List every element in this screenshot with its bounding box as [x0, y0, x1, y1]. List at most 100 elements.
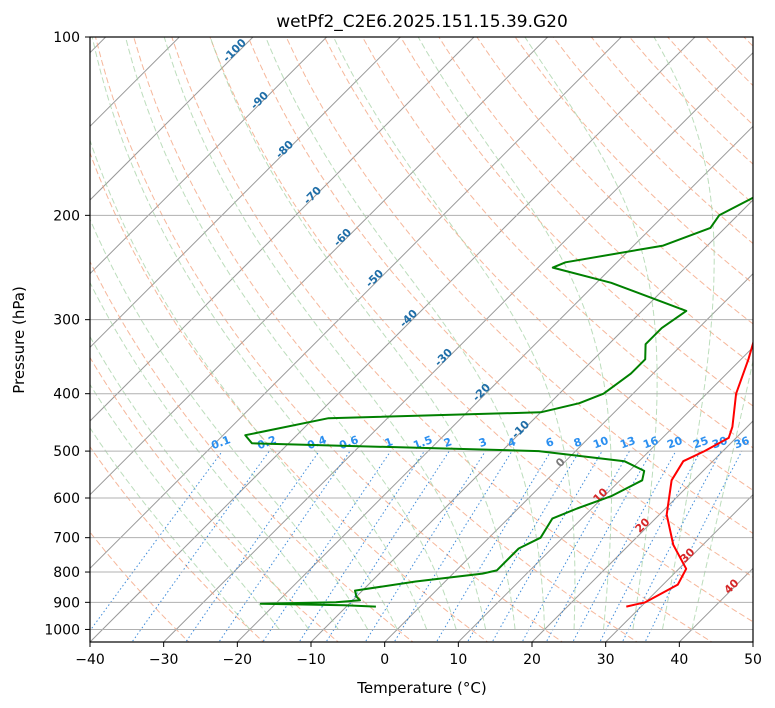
x-tick-label: 40	[670, 652, 688, 668]
reference-line-labels: -100-90-80-70-60-50-40-30-20-10010203040…	[209, 36, 751, 597]
moist-adiabat-line	[91, 37, 428, 630]
mixing-ratio-line	[185, 450, 320, 642]
isotherm-line	[90, 37, 623, 570]
moist-adiabat-line	[209, 37, 516, 630]
moist-adiabat-label: -70	[301, 184, 324, 207]
plot-frame	[89, 36, 754, 643]
mixing-ratio-label: 36	[732, 434, 751, 452]
plot-area: -100-90-80-70-60-50-40-30-20-10010203040…	[0, 10, 753, 654]
mixing-ratio-line	[131, 450, 270, 642]
x-tick-label: −10	[296, 652, 326, 668]
mixing-ratio-label: 1.5	[411, 433, 434, 452]
y-axis: 100 200 300 400 500 600 700 800 900 1000	[44, 30, 90, 638]
dry-adiabat-label: 20	[633, 515, 653, 535]
mixing-ratio-label: 1	[383, 435, 395, 450]
isotherm-line	[90, 37, 696, 642]
isotherm-line	[531, 420, 753, 642]
y-tick-label: 700	[53, 531, 80, 547]
isotherm-line	[457, 346, 753, 642]
dry-adiabat-label: 30	[678, 545, 698, 565]
mixing-ratio-line	[599, 450, 701, 642]
y-tick-label: 300	[53, 313, 80, 329]
moist-adiabat-line	[90, 138, 398, 630]
dry-adiabat-line	[438, 37, 753, 366]
pressure-gridlines	[90, 37, 753, 630]
chart-title: wetPf2_C2E6.2025.151.15.39.G20	[276, 12, 568, 32]
dry-adiabat-line	[95, 37, 564, 642]
moist-adiabat-line	[691, 358, 753, 630]
y-tick-label: 500	[53, 444, 80, 460]
mixing-ratio-line	[393, 450, 513, 642]
mixing-ratio-line	[218, 450, 351, 642]
y-tick-label: 400	[53, 387, 80, 403]
y-axis-label: Pressure (hPa)	[10, 286, 28, 394]
profile-series	[244, 196, 753, 608]
mixing-ratio-label: 25	[691, 434, 710, 451]
dry-adiabat-line	[133, 37, 638, 642]
moist-adiabat-line	[265, 37, 546, 630]
mixing-ratio-label: 10	[591, 434, 610, 452]
mixing-ratio-label: 0.6	[337, 433, 360, 452]
mixing-ratio-line	[262, 450, 392, 642]
isotherm-line	[90, 37, 475, 422]
temperature-profile-line	[626, 339, 753, 608]
y-tick-label: 600	[53, 491, 80, 507]
moist-adiabat-label: -100	[220, 36, 249, 65]
moist-adiabat-line	[90, 218, 369, 630]
mixing-ratio-line	[621, 450, 722, 642]
mixing-ratio-line	[364, 450, 486, 642]
moist-adiabat-line	[333, 37, 576, 630]
isotherm-line	[310, 199, 753, 642]
isotherm-line	[604, 493, 753, 642]
x-tick-label: −20	[223, 652, 253, 668]
moist-adiabat-label: -50	[363, 267, 386, 290]
mixing-ratio-line	[325, 450, 450, 642]
dry-adiabat-line	[514, 37, 753, 285]
mixing-ratio-label: 16	[641, 434, 660, 452]
dry-adiabat-line	[90, 151, 489, 642]
moist-adiabat-label: -40	[397, 307, 420, 330]
y-tick-label: 900	[53, 595, 80, 611]
moist-adiabat-label: -60	[331, 226, 354, 249]
y-tick-label: 1000	[44, 622, 80, 638]
dry-adiabat-line	[323, 37, 753, 491]
mixing-ratio-label: 13	[618, 434, 637, 451]
isotherm-line	[90, 37, 402, 349]
isotherm-line	[90, 37, 254, 201]
dry-adiabat-label: 40	[722, 576, 742, 596]
x-tick-label: 10	[449, 652, 467, 668]
dewpoint-profile-line	[244, 196, 753, 608]
mixing-ratio-label: 0.4	[305, 433, 328, 452]
x-tick-label: 0	[380, 652, 389, 668]
dry-adiabat-line	[362, 37, 753, 449]
y-tick-label: 200	[53, 208, 80, 224]
dry-adiabat-line	[552, 37, 753, 245]
mixing-ratio-line	[466, 450, 580, 642]
moist-adiabat-label: -30	[432, 346, 455, 369]
mixing-ratio-line	[644, 450, 743, 642]
x-tick-label: 30	[597, 652, 615, 668]
y-tick-label: 800	[53, 565, 80, 581]
dry-adiabat-line	[476, 37, 753, 325]
dry-adiabat-line	[171, 37, 713, 642]
x-tick-label: 50	[744, 652, 762, 668]
isotherm-line	[0, 10, 59, 654]
isotherm-line	[90, 37, 328, 275]
x-axis: −40 −30 −20 −10 0 10 20 30 40 50	[75, 642, 762, 668]
x-tick-label: −30	[149, 652, 179, 668]
isotherm-line	[383, 272, 753, 642]
dry-adiabat-line	[90, 531, 190, 642]
isotherm-line	[236, 125, 753, 642]
dry-adiabat-line	[743, 37, 753, 47]
moist-adiabat-label: -80	[273, 138, 296, 161]
moist-adiabat-label: -20	[470, 381, 493, 404]
x-tick-label: −40	[75, 652, 105, 668]
mixing-ratio-line	[90, 450, 223, 632]
mixing-ratio-label: 20	[665, 434, 684, 452]
isotherm-line	[752, 641, 753, 642]
moist-adiabat-line	[125, 37, 457, 630]
moist-adiabat-line	[524, 37, 658, 630]
dry-adiabat-line	[209, 37, 753, 623]
mixing-ratio-label: 2	[442, 435, 454, 450]
